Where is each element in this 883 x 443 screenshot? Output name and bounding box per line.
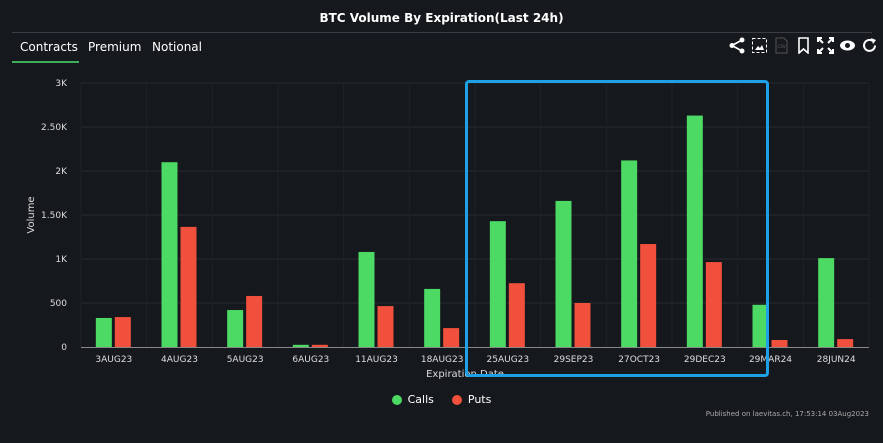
bar-puts-29MAR24 <box>771 339 788 347</box>
bar-calls-3AUG23 <box>95 317 112 347</box>
legend-calls-label: Calls <box>407 393 434 406</box>
x-tick-label: 25AUG23 <box>487 355 530 365</box>
bar-puts-29SEP23 <box>574 303 591 347</box>
x-tick-label: 28JUN24 <box>817 355 856 365</box>
bar-puts-18AUG23 <box>443 328 460 347</box>
bar-calls-6AUG23 <box>292 344 309 347</box>
eye-icon[interactable] <box>839 37 856 54</box>
tab-notional[interactable]: Notional <box>152 40 202 54</box>
legend-calls[interactable]: Calls <box>391 393 434 406</box>
y-tick-label: 2K <box>55 167 68 177</box>
footer-credit: Published on laevitas.ch, 17:53:14 03Aug… <box>705 410 869 418</box>
bar-chart: 0 500 1K 1.50K 2K 2.50K 3K 3AUG23 4AUG23 5AUG23 6A… <box>26 79 870 380</box>
fullscreen-icon[interactable] <box>817 37 834 54</box>
chart-title: BTC Volume By Expiration(Last 24h) <box>319 11 564 25</box>
bar-calls-25AUG23 <box>489 221 506 347</box>
bar-calls-27OCT23 <box>621 160 638 347</box>
bookmark-icon[interactable] <box>795 37 812 55</box>
bar-puts-25AUG23 <box>508 283 525 347</box>
y-tick-label: 500 <box>50 299 67 309</box>
bar-calls-29MAR24 <box>752 304 769 347</box>
y-axis-title: Volume <box>26 196 37 233</box>
bar-calls-29SEP23 <box>555 200 572 347</box>
tab-contracts[interactable]: Contracts <box>20 40 78 54</box>
image-icon[interactable] <box>751 37 768 54</box>
x-tick-label: 5AUG23 <box>227 355 264 365</box>
bar-puts-11AUG23 <box>377 306 394 347</box>
bar-puts-27OCT23 <box>640 244 657 347</box>
legend-puts[interactable]: Puts <box>451 393 492 406</box>
bar-calls-18AUG23 <box>424 288 441 347</box>
bar-puts-6AUG23 <box>311 344 328 347</box>
bar-calls-4AUG23 <box>161 162 178 347</box>
legend: Calls Puts <box>0 393 883 406</box>
y-tick-label: 2.50K <box>41 123 68 133</box>
x-tick-label: 27OCT23 <box>618 355 660 365</box>
x-tick-label: 4AUG23 <box>161 355 198 365</box>
csv-icon[interactable]: CSV <box>773 37 790 54</box>
share-icon[interactable] <box>729 37 746 54</box>
divider <box>12 32 872 33</box>
bar-puts-28JUN24 <box>837 339 854 347</box>
bar-puts-29DEC23 <box>705 262 722 347</box>
y-tick-label: 0 <box>61 343 67 353</box>
bar-puts-3AUG23 <box>114 317 131 347</box>
refresh-icon[interactable] <box>861 37 878 54</box>
y-tick-label: 3K <box>55 79 68 89</box>
x-tick-label: 11AUG23 <box>355 355 398 365</box>
x-tick-label: 6AUG23 <box>292 355 329 365</box>
svg-text:CSV: CSV <box>778 44 786 49</box>
x-tick-label: 29SEP23 <box>554 355 594 365</box>
x-tick-label: 29DEC23 <box>684 355 726 365</box>
puts-swatch <box>451 394 462 405</box>
y-tick-label: 1.50K <box>41 211 68 221</box>
bar-calls-11AUG23 <box>358 251 375 347</box>
legend-puts-label: Puts <box>467 393 492 406</box>
tab-premium[interactable]: Premium <box>88 40 142 54</box>
bar-calls-28JUN24 <box>818 258 835 347</box>
x-tick-label: 18AUG23 <box>421 355 464 365</box>
active-tab-indicator <box>12 61 79 63</box>
y-tick-label: 1K <box>55 255 68 265</box>
bar-puts-5AUG23 <box>246 295 263 347</box>
x-tick-label: 29MAR24 <box>749 355 792 365</box>
bar-calls-29DEC23 <box>686 115 703 347</box>
calls-swatch <box>391 394 402 405</box>
highlight-box <box>465 80 769 377</box>
bar-puts-4AUG23 <box>180 226 197 347</box>
x-tick-label: 3AUG23 <box>95 355 132 365</box>
bar-calls-5AUG23 <box>227 310 244 347</box>
